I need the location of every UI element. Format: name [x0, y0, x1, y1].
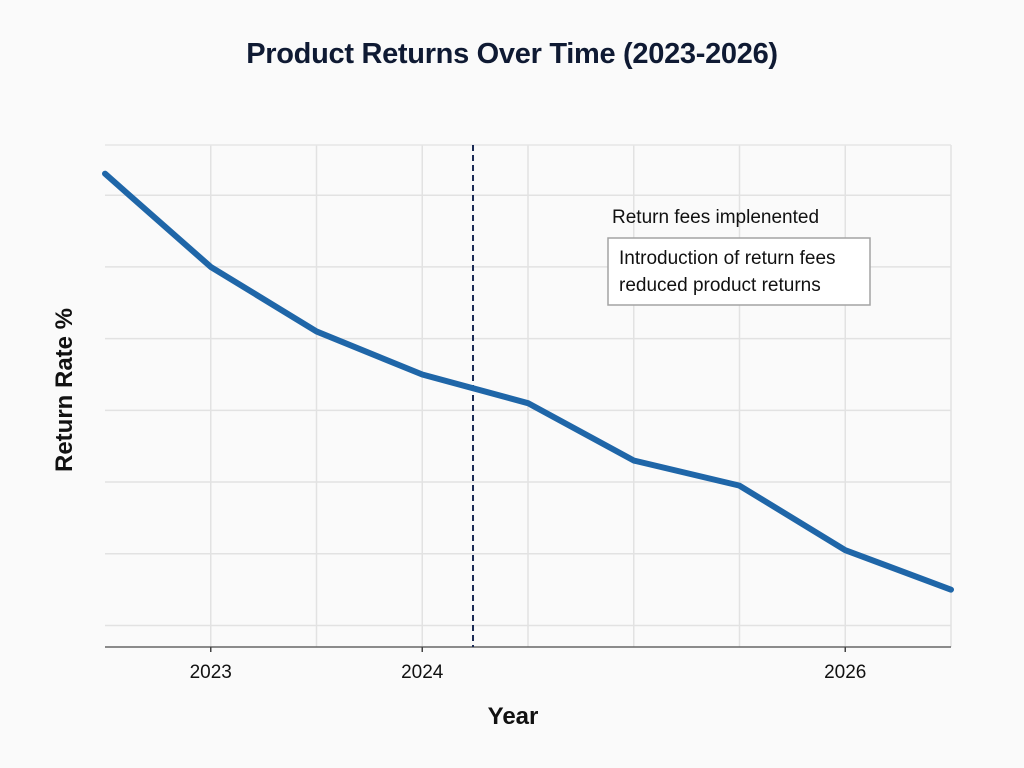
event-annotation-label: Return fees implenented: [612, 207, 819, 228]
x-axis: [105, 646, 951, 652]
series-line: [102, 170, 954, 593]
x-tick-label: 2026: [824, 662, 866, 683]
chart-title: Product Returns Over Time (2023-2026): [246, 38, 778, 70]
y-axis-label: Return Rate %: [51, 308, 78, 472]
x-tick-label: 2023: [190, 662, 232, 683]
annotation-box-line-1: Introduction of return fees: [619, 248, 836, 269]
x-axis-label: Year: [488, 703, 539, 730]
annotations: Return fees implenented Introduction of …: [607, 207, 871, 306]
series-layer: [102, 170, 954, 593]
x-tick-label: 2024: [401, 662, 444, 683]
x-tick-labels: 2023 2024 2026: [190, 662, 867, 683]
annotation-box-line-2: reduced product returns: [619, 275, 821, 296]
grid: [105, 144, 952, 647]
annotation-box: [607, 237, 871, 306]
